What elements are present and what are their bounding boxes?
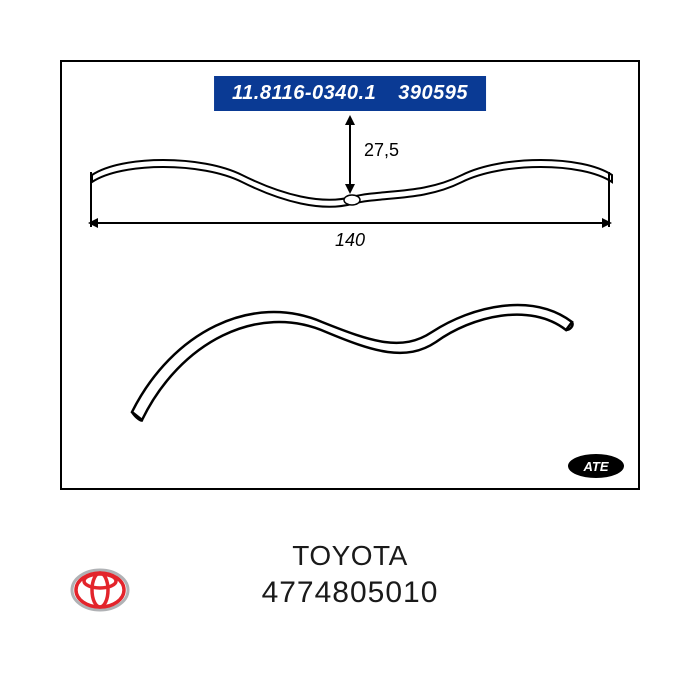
part-number-label: 4774805010 bbox=[0, 576, 700, 610]
title-part-a: 11.8116-0340.1 bbox=[232, 82, 376, 104]
dimension-width-line bbox=[90, 222, 610, 224]
dimension-width-label: 140 bbox=[335, 230, 365, 251]
title-part-b: 390595 bbox=[398, 82, 468, 104]
svg-text:ATE: ATE bbox=[582, 459, 608, 474]
spring-clip-top-view bbox=[82, 147, 622, 227]
technical-diagram-frame: 11.8116-0340.1390595 27,5 140 ATE bbox=[60, 60, 640, 490]
brand-info: TOYOTA 4774805010 bbox=[0, 540, 700, 610]
ate-brand-logo: ATE bbox=[566, 452, 626, 480]
brand-name-label: TOYOTA bbox=[0, 540, 700, 572]
diagram-title-bar: 11.8116-0340.1 390595 bbox=[214, 76, 486, 111]
spring-clip-perspective-view bbox=[112, 262, 592, 442]
